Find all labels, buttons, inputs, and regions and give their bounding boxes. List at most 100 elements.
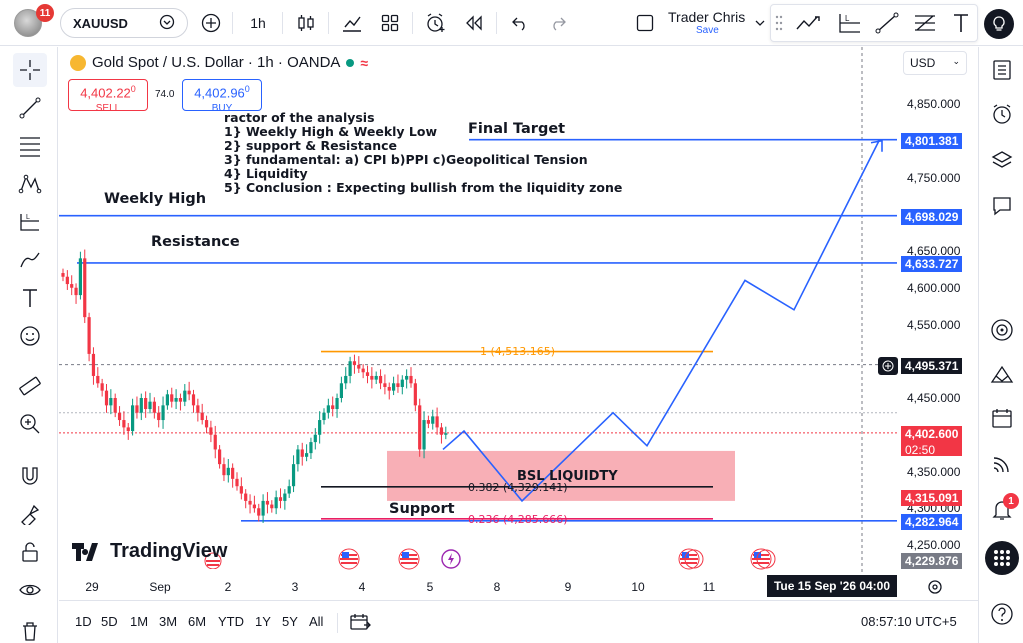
emoji-tool-icon[interactable] bbox=[13, 319, 47, 353]
us-flag-event-icon[interactable] bbox=[398, 548, 420, 575]
range-ytd-button[interactable]: YTD bbox=[218, 614, 244, 629]
layout-owner-name[interactable]: Trader Chris bbox=[668, 9, 746, 25]
candle bbox=[61, 268, 65, 282]
help-icon[interactable] bbox=[985, 597, 1019, 631]
flag-event-icon-partial[interactable] bbox=[203, 551, 223, 574]
range-5y-button[interactable]: 5Y bbox=[282, 614, 298, 629]
layouts-icon[interactable] bbox=[376, 8, 404, 38]
replay-icon[interactable] bbox=[460, 8, 488, 38]
broadcast-icon[interactable] bbox=[985, 447, 1019, 481]
timezone-clock[interactable]: 08:57:10 UTC+5 bbox=[861, 614, 957, 629]
target-icon[interactable] bbox=[985, 313, 1019, 347]
candle-body bbox=[335, 398, 339, 410]
analysis-line[interactable]: ractor of the analysis bbox=[224, 110, 375, 125]
crosshair-price-label: 4,495.371 bbox=[901, 358, 963, 374]
tradingview-logo[interactable]: TradingView bbox=[72, 540, 227, 563]
layers-icon[interactable] bbox=[985, 143, 1019, 177]
lock-drawing-icon[interactable] bbox=[13, 497, 47, 531]
candle bbox=[361, 364, 365, 379]
us-flag-event-icon[interactable] bbox=[678, 548, 704, 575]
analysis-line[interactable]: 2} support & Resistance bbox=[224, 138, 397, 153]
us-flag-event-icon[interactable] bbox=[338, 548, 360, 575]
candle-body bbox=[148, 401, 152, 410]
date-range-icon[interactable] bbox=[349, 612, 371, 637]
candle bbox=[257, 503, 261, 522]
range-1m-button[interactable]: 1M bbox=[130, 614, 149, 629]
chat-icon[interactable] bbox=[985, 189, 1019, 223]
range-all-button[interactable]: All bbox=[309, 614, 324, 629]
mountain-icon[interactable] bbox=[985, 357, 1019, 391]
eye-icon[interactable] bbox=[13, 573, 47, 607]
horizontal-ray-icon[interactable]: L bbox=[837, 11, 863, 40]
fib-level-0236-label: 0.236 (4,285.666) bbox=[468, 513, 568, 526]
watchlist-icon[interactable] bbox=[985, 53, 1019, 87]
trendline-icon[interactable] bbox=[875, 12, 899, 39]
candle bbox=[126, 422, 130, 440]
text-tool-left-icon[interactable] bbox=[13, 281, 47, 315]
fib-tool-icon[interactable] bbox=[13, 129, 47, 163]
currency-select[interactable]: USD ⌄ bbox=[903, 51, 967, 75]
time-axis[interactable]: 29 Sep 2 3 4 5 8 9 10 11 bbox=[59, 575, 978, 599]
support-label[interactable]: Support bbox=[389, 501, 455, 517]
lightning-event-icon[interactable] bbox=[441, 549, 461, 574]
chevron-down-icon[interactable] bbox=[752, 8, 768, 38]
analysis-line[interactable]: 5} Conclusion : Expecting bullish from t… bbox=[224, 180, 623, 195]
crosshair-icon[interactable] bbox=[13, 53, 47, 87]
zoom-in-icon[interactable] bbox=[13, 407, 47, 441]
bsl-liquidity-label[interactable]: BSL LIQUIDTY bbox=[517, 469, 618, 484]
add-alert-plus-icon[interactable] bbox=[878, 357, 898, 375]
candle bbox=[157, 406, 161, 428]
candles-icon[interactable] bbox=[292, 8, 320, 38]
lock-icon[interactable] bbox=[13, 535, 47, 569]
us-flag-event-icon[interactable] bbox=[750, 548, 776, 575]
candle bbox=[135, 396, 139, 419]
buy-button[interactable]: 4,402.960 BUY bbox=[182, 79, 262, 114]
range-1d-button[interactable]: 1D bbox=[75, 614, 92, 629]
symbol-search[interactable]: XAUUSD bbox=[60, 8, 188, 38]
apps-grid-icon[interactable] bbox=[985, 541, 1019, 575]
range-1y-button[interactable]: 1Y bbox=[255, 614, 271, 629]
save-link[interactable]: Save bbox=[696, 25, 719, 36]
fullscreen-checkbox-icon[interactable] bbox=[632, 8, 658, 38]
trend-angle-icon[interactable] bbox=[795, 13, 823, 38]
chart-legend: Gold Spot / U.S. Dollar · 1h · OANDA ≈ bbox=[70, 54, 368, 71]
time-tick: Sep bbox=[149, 580, 171, 594]
trash-icon[interactable] bbox=[13, 621, 47, 641]
range-3m-button[interactable]: 3M bbox=[159, 614, 178, 629]
ruler-icon[interactable] bbox=[13, 369, 47, 403]
symbol-menu-icon[interactable] bbox=[159, 14, 175, 33]
forecast-tool-icon[interactable]: L bbox=[13, 205, 47, 239]
candle bbox=[383, 374, 387, 395]
tradingview-logo-text: TradingView bbox=[110, 540, 228, 562]
indicators-icon[interactable] bbox=[338, 8, 366, 38]
add-symbol-icon[interactable] bbox=[196, 8, 226, 38]
sell-button[interactable]: 4,402.220 SELL bbox=[68, 79, 148, 114]
final-target-label[interactable]: Final Target bbox=[468, 121, 566, 137]
axis-settings-icon[interactable] bbox=[927, 579, 943, 600]
drag-handle-icon[interactable] bbox=[775, 14, 783, 37]
candle-body bbox=[139, 398, 143, 413]
candle bbox=[318, 411, 322, 444]
analysis-line[interactable]: 3} fundamental: a) CPI b)PPI c)Geopoliti… bbox=[224, 152, 588, 167]
trendline-tool-icon[interactable] bbox=[13, 91, 47, 125]
alarm-clock-icon[interactable] bbox=[985, 97, 1019, 131]
resistance-label[interactable]: Resistance bbox=[151, 234, 240, 250]
calendar-icon[interactable] bbox=[985, 401, 1019, 435]
analysis-line[interactable]: 4} Liquidity bbox=[224, 166, 308, 181]
fib-retracement-icon[interactable] bbox=[913, 12, 937, 39]
pattern-tool-icon[interactable] bbox=[13, 167, 47, 201]
range-6m-button[interactable]: 6M bbox=[188, 614, 207, 629]
price-chart[interactable] bbox=[59, 47, 897, 575]
interval-button[interactable]: 1h bbox=[250, 15, 266, 31]
lightbulb-icon[interactable] bbox=[984, 9, 1014, 39]
undo-icon[interactable] bbox=[506, 8, 534, 38]
analysis-line[interactable]: 1} Weekly High & Weekly Low bbox=[224, 124, 438, 139]
alert-icon[interactable] bbox=[422, 8, 450, 38]
chart-pane[interactable] bbox=[59, 47, 897, 575]
weekly-high-label[interactable]: Weekly High bbox=[104, 191, 207, 207]
range-5d-button[interactable]: 5D bbox=[101, 614, 118, 629]
redo-icon[interactable] bbox=[544, 8, 572, 38]
brush-tool-icon[interactable] bbox=[13, 243, 47, 277]
text-tool-icon[interactable] bbox=[951, 12, 971, 39]
magnet-icon[interactable] bbox=[13, 459, 47, 493]
